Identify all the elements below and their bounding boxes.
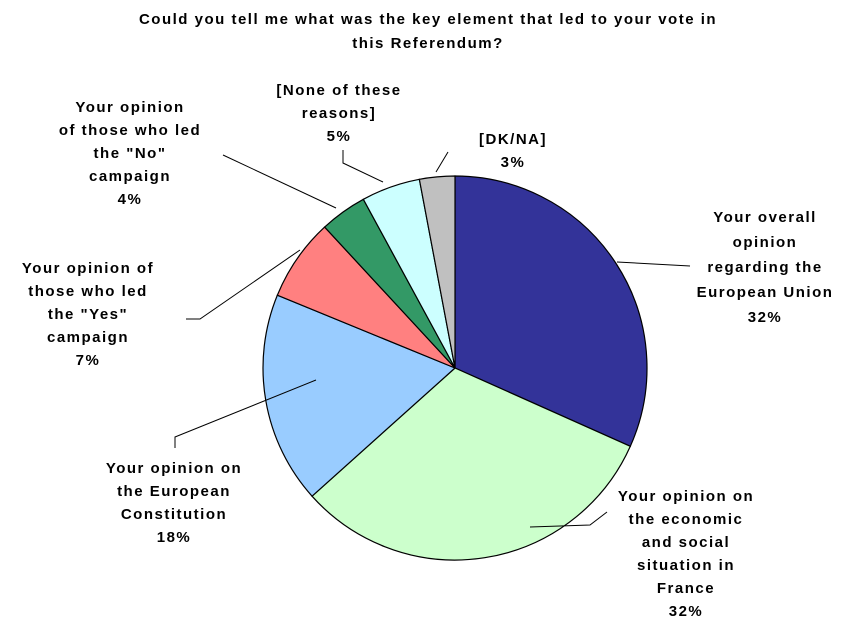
slice-label-line: Your opinion on (618, 488, 754, 505)
chart-title: Could you tell me what was the key eleme… (139, 11, 717, 52)
slice-value-label: 5% (327, 128, 352, 145)
slice-label-line: Your opinion (75, 99, 184, 116)
slice-label-line: of those who led (59, 122, 201, 139)
slice-label-line: France (657, 580, 715, 597)
chart-title-line: Could you tell me what was the key eleme… (139, 11, 717, 28)
slice-label-line: the "No" (94, 145, 167, 162)
leader-line (342, 150, 384, 183)
leader-line (186, 249, 301, 320)
slice-label-line: campaign (89, 168, 171, 185)
slice-label-line: Constitution (121, 506, 227, 523)
chart-title-line: this Referendum? (352, 35, 504, 52)
leader-line (616, 261, 691, 267)
slice-value-label: 18% (157, 529, 192, 546)
leader-lines (174, 150, 691, 528)
slice-label-line: opinion (733, 234, 798, 251)
pie-slice (454, 175, 648, 448)
slice-label-line: the European (117, 483, 231, 500)
slice-label-line: Your opinion of (22, 260, 154, 277)
leader-line (174, 379, 317, 448)
slice-value-label: 32% (748, 309, 783, 326)
leader-line (222, 154, 337, 209)
slice-label-line: reasons] (302, 105, 377, 122)
slice-label-line: those who led (28, 283, 148, 300)
slice-label-line: the economic (629, 511, 744, 528)
slice-label-line: the "Yes" (48, 306, 128, 323)
slice-value-label: 4% (118, 191, 143, 208)
leader-line (435, 151, 449, 173)
slice-label-line: European Union (697, 284, 834, 301)
slice-label-line: [None of these (276, 82, 401, 99)
pie-slice (311, 367, 632, 561)
slice-labels: Your overall opinion regarding the European… (22, 82, 834, 620)
slice-label-line: [DK/NA] (479, 131, 547, 148)
slice-label-line: situation in (637, 557, 735, 574)
slice-label-line: Your opinion on (106, 460, 242, 477)
pie-slice (418, 175, 456, 369)
slice-value-label: 7% (76, 352, 101, 369)
slice-label-line: Your overall (713, 209, 817, 226)
slice-label-line: and social (642, 534, 730, 551)
slice-value-label: 32% (669, 603, 704, 620)
slice-label-line: regarding the (707, 259, 822, 276)
pie-slices (262, 175, 648, 561)
slice-label-line: campaign (47, 329, 129, 346)
slice-value-label: 3% (501, 154, 526, 171)
leader-line (529, 511, 608, 528)
